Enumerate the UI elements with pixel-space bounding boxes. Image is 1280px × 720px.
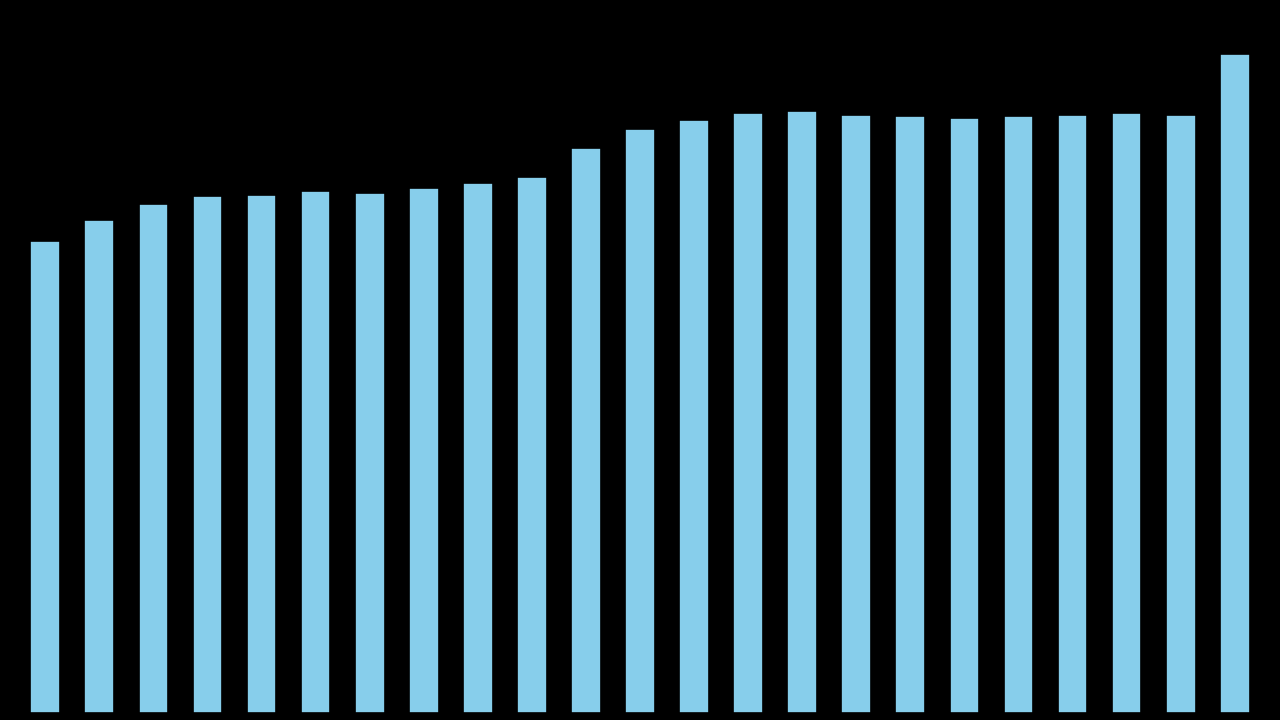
- Bar: [896, 117, 925, 713]
- Bar: [247, 194, 276, 713]
- Bar: [463, 184, 493, 713]
- Bar: [31, 241, 60, 713]
- Bar: [733, 113, 763, 713]
- Bar: [1220, 54, 1249, 713]
- Bar: [192, 196, 223, 713]
- Bar: [571, 148, 600, 713]
- Bar: [1112, 113, 1142, 713]
- Bar: [1004, 116, 1033, 713]
- Bar: [787, 112, 817, 713]
- Bar: [1057, 114, 1088, 713]
- Bar: [680, 120, 709, 713]
- Bar: [841, 114, 872, 713]
- Bar: [355, 193, 384, 713]
- Bar: [625, 129, 655, 713]
- Bar: [408, 189, 439, 713]
- Bar: [1166, 114, 1196, 713]
- Bar: [84, 220, 114, 713]
- Bar: [517, 177, 547, 713]
- Bar: [950, 118, 979, 713]
- Bar: [138, 204, 168, 713]
- Bar: [301, 192, 330, 713]
